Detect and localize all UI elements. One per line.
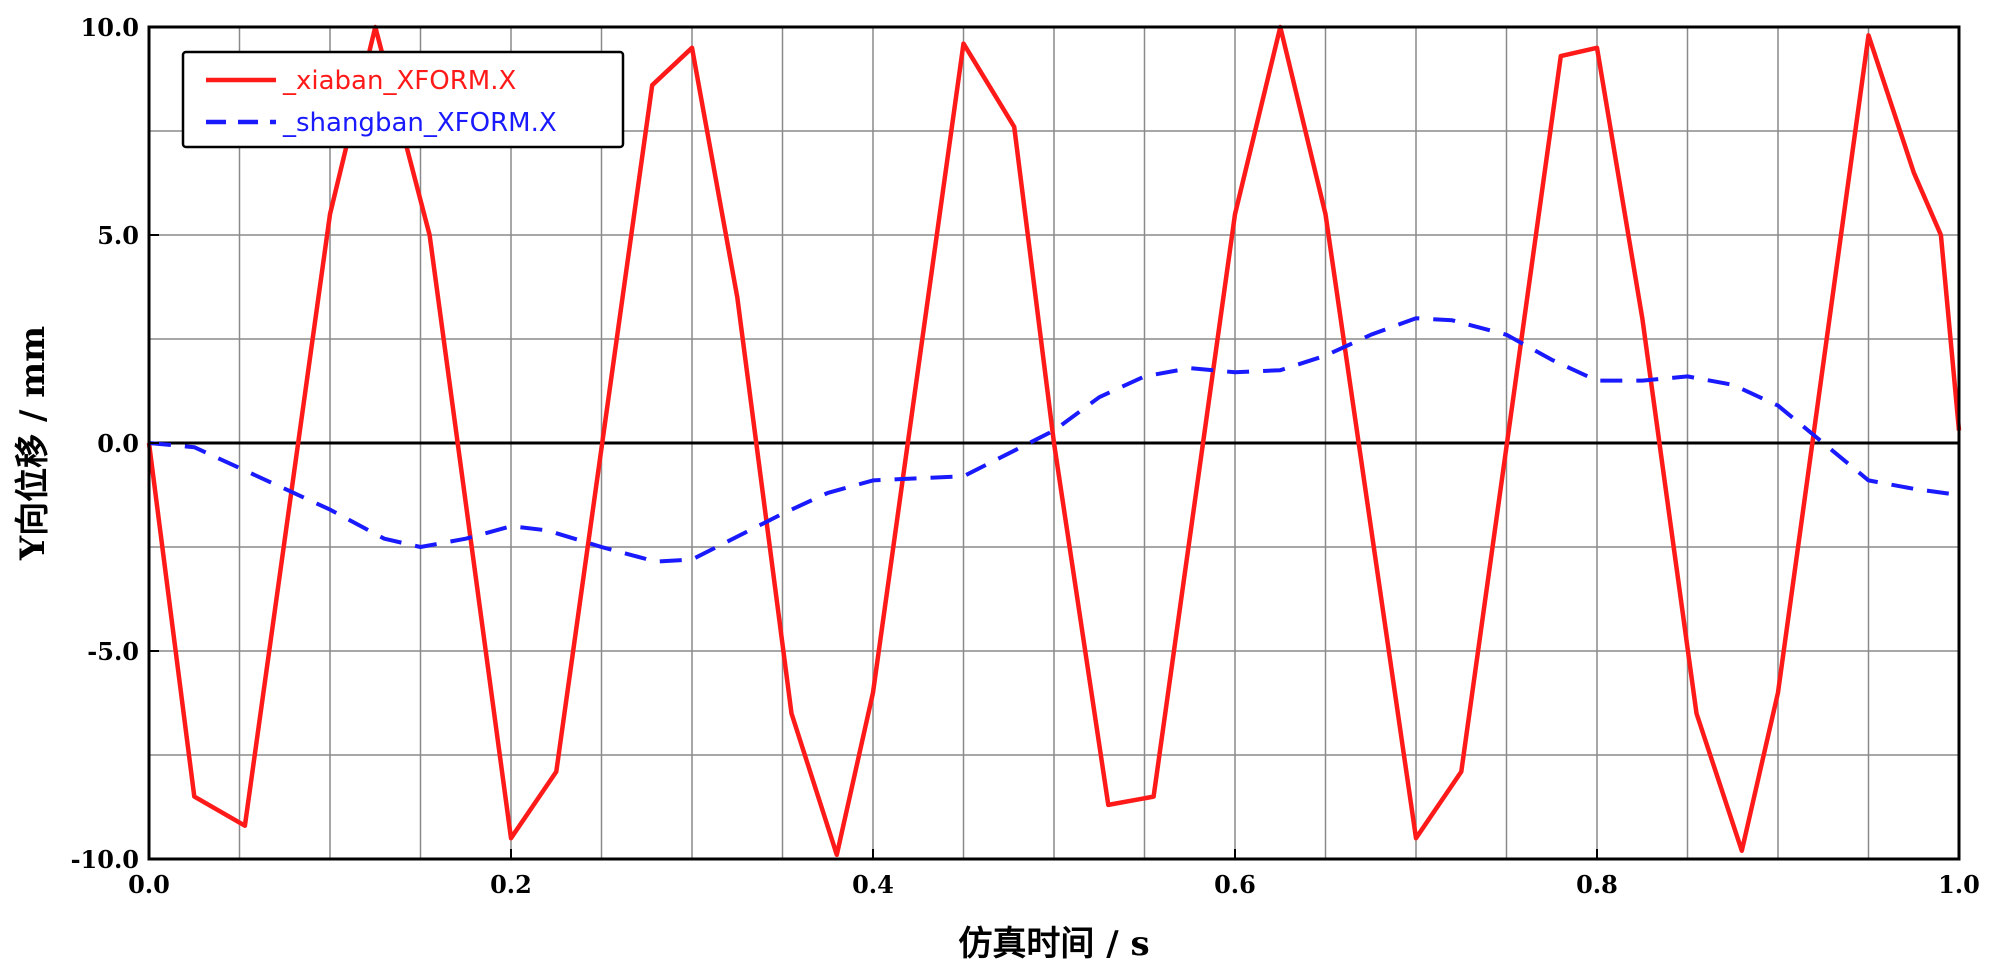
x-axis-title: 仿真时间 / s bbox=[958, 924, 1149, 964]
y-tick-labels: 10.0 5.0 0.0 -5.0 -10.0 bbox=[71, 13, 159, 874]
x-tick-label: 0.4 bbox=[852, 870, 894, 899]
x-tick-label: 0.6 bbox=[1214, 870, 1256, 899]
y-axis-title: Y向位移 / mm bbox=[13, 326, 53, 561]
y-tick-label: -10.0 bbox=[71, 845, 139, 874]
legend: _xiaban_XFORM.X _shangban_XFORM.X bbox=[181, 50, 625, 149]
x-tick-label: 0.2 bbox=[490, 870, 532, 899]
series-layer bbox=[146, 24, 1962, 858]
y-tick-label: 0.0 bbox=[97, 429, 139, 458]
series-line-1 bbox=[148, 316, 1960, 564]
legend-label-0: _xiaban_XFORM.X bbox=[282, 66, 516, 96]
y-tick-label: 10.0 bbox=[81, 13, 139, 42]
x-tick-label: 0.8 bbox=[1576, 870, 1618, 899]
legend-box bbox=[181, 50, 625, 149]
y-tick-label: 5.0 bbox=[97, 221, 139, 250]
y-tick-label: -5.0 bbox=[87, 637, 139, 666]
x-tick-label: 0.0 bbox=[128, 870, 170, 899]
x-tick-label: 1.0 bbox=[1938, 870, 1980, 899]
legend-label-1: _shangban_XFORM.X bbox=[282, 108, 557, 138]
x-tick-labels: 0.0 0.2 0.4 0.6 0.8 1.0 bbox=[128, 849, 1980, 899]
